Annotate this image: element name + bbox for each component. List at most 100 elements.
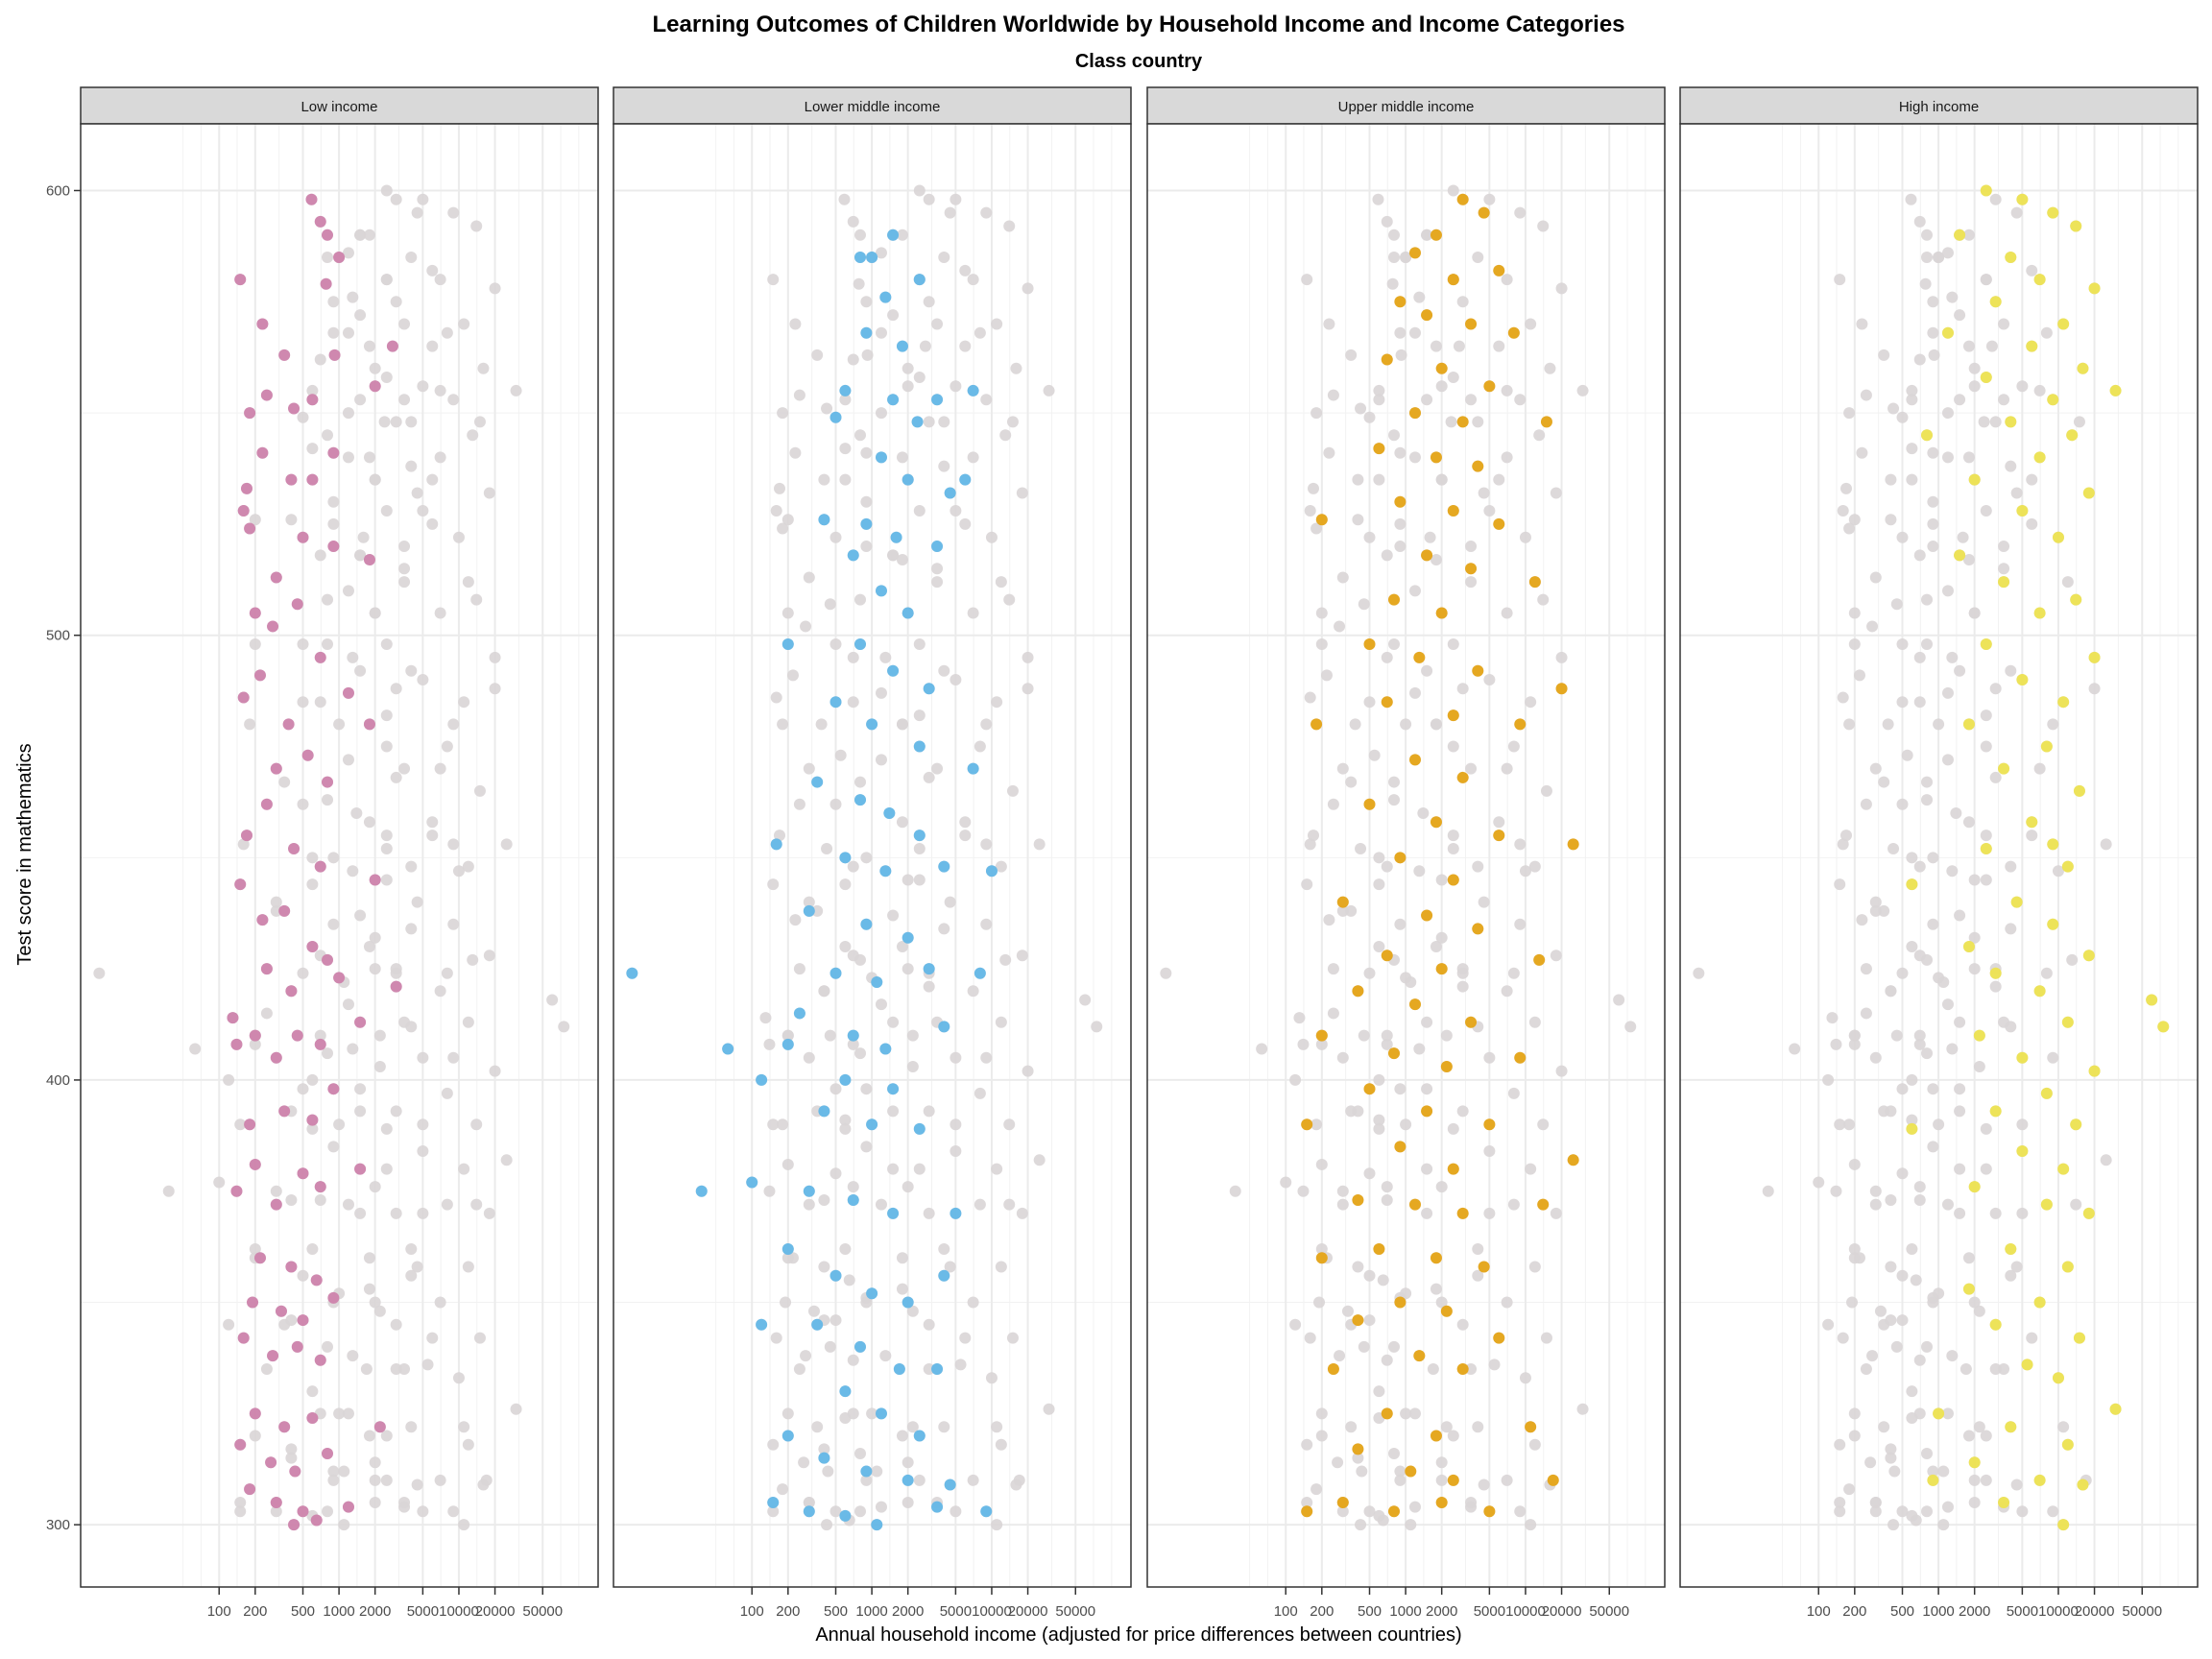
- data-point: [2077, 362, 2089, 374]
- data-point: [2061, 1261, 2074, 1273]
- facet-strip: [1679, 86, 2199, 125]
- background-point: [1896, 531, 1909, 543]
- background-point: [821, 402, 833, 415]
- data-point: [234, 274, 247, 286]
- data-point: [1478, 206, 1490, 219]
- background-point: [1043, 1403, 1055, 1415]
- background-point: [1848, 1407, 1861, 1420]
- background-point: [974, 740, 986, 753]
- background-point: [1927, 517, 1939, 530]
- background-point: [1843, 718, 1856, 731]
- background-point: [417, 193, 429, 205]
- background-point: [995, 576, 1007, 589]
- data-point: [860, 918, 873, 930]
- data-point: [1493, 830, 1505, 842]
- background-point: [1447, 637, 1459, 650]
- background-point: [380, 372, 393, 384]
- background-point: [297, 637, 309, 650]
- background-point: [1381, 651, 1393, 663]
- background-point: [1866, 1350, 1879, 1362]
- data-point: [1421, 309, 1433, 322]
- background-point: [306, 1242, 319, 1255]
- data-point: [2146, 994, 2158, 1006]
- background-point: [1968, 874, 1981, 886]
- data-point: [887, 664, 900, 677]
- data-point: [923, 963, 935, 975]
- background-point: [306, 878, 319, 891]
- background-point: [767, 1505, 780, 1518]
- background-point: [1417, 806, 1430, 819]
- x-tick-label: 2000: [892, 1603, 924, 1620]
- background-point: [462, 576, 474, 589]
- background-point: [1941, 407, 1954, 420]
- background-point: [2005, 1269, 2017, 1282]
- background-point: [830, 637, 842, 650]
- background-point: [1307, 830, 1319, 842]
- data-point: [887, 1083, 900, 1095]
- background-point: [369, 1181, 381, 1193]
- background-point: [875, 1501, 887, 1513]
- data-point: [1980, 843, 1992, 855]
- background-point: [1349, 718, 1361, 731]
- background-point: [1962, 1430, 1975, 1442]
- background-point: [839, 878, 852, 891]
- background-point: [1576, 384, 1589, 397]
- background-point: [434, 607, 446, 619]
- data-point: [327, 446, 340, 459]
- background-point: [354, 1207, 367, 1219]
- background-point: [854, 1047, 866, 1060]
- x-tick-label: 20000: [1542, 1603, 1582, 1620]
- background-point: [1843, 407, 1856, 420]
- data-point: [278, 349, 291, 361]
- data-point: [1941, 326, 1954, 339]
- facet-strip-label: Lower middle income: [805, 99, 941, 115]
- background-point: [1989, 1207, 2002, 1219]
- background-point: [380, 1474, 393, 1486]
- background-point: [1352, 514, 1364, 526]
- background-point: [985, 1372, 998, 1384]
- background-point: [887, 1163, 900, 1175]
- background-point: [1327, 1007, 1339, 1020]
- background-point: [1913, 549, 1926, 562]
- background-point: [1848, 1430, 1861, 1442]
- data-point: [839, 1073, 852, 1086]
- background-point: [1336, 571, 1349, 584]
- background-point: [2047, 1505, 2059, 1518]
- background-point: [2026, 473, 2038, 486]
- background-point: [1091, 1021, 1103, 1033]
- background-point: [369, 1296, 381, 1309]
- data-point: [1435, 1496, 1448, 1508]
- background-point: [1866, 620, 1879, 633]
- background-point: [2026, 1332, 2038, 1344]
- background-point: [767, 1118, 780, 1131]
- data-point: [1962, 1283, 1975, 1295]
- data-point: [2088, 651, 2101, 663]
- background-point: [342, 247, 354, 259]
- data-point: [974, 967, 986, 979]
- background-point: [1336, 1051, 1349, 1064]
- background-point: [1435, 1456, 1448, 1469]
- data-point: [2047, 206, 2059, 219]
- background-point: [369, 1456, 381, 1469]
- data-point: [2033, 985, 2046, 998]
- background-point: [2033, 762, 2046, 775]
- background-point: [1456, 1318, 1469, 1331]
- background-point: [2061, 576, 2074, 589]
- background-point: [854, 1505, 866, 1518]
- data-point: [1980, 637, 1992, 650]
- data-point: [1430, 816, 1442, 829]
- background-point: [980, 918, 993, 930]
- background-point: [1301, 1438, 1313, 1451]
- background-point: [773, 482, 785, 494]
- background-point: [1352, 1105, 1364, 1118]
- facet-strip-label: Upper middle income: [1338, 99, 1475, 115]
- background-point: [2088, 683, 2101, 695]
- background-point: [1483, 1207, 1496, 1219]
- background-point: [390, 967, 402, 979]
- data-point: [839, 1385, 852, 1398]
- background-point: [818, 1193, 830, 1206]
- x-tick-label: 1000: [855, 1603, 887, 1620]
- background-point: [896, 451, 908, 464]
- background-point: [390, 1207, 402, 1219]
- background-point: [1400, 251, 1412, 263]
